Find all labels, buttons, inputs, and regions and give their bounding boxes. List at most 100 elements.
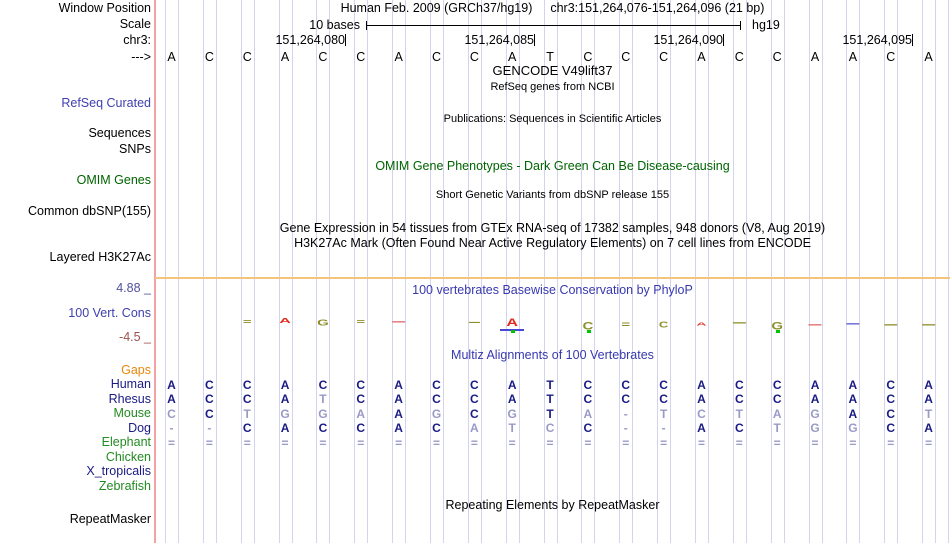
base-letter: A [280,50,290,64]
alignment-base: C [318,421,328,435]
base-letter: A [508,50,517,64]
omim-title[interactable]: OMIM Gene Phenotypes - Dark Green Can Be… [375,159,730,173]
repeatmasker-title[interactable]: Repeating Elements by RepeatMasker [445,498,660,512]
track-label-common-dbsnp[interactable]: Common dbSNP(155) [28,203,151,218]
track-label-cons-min[interactable]: -4.5 _ [119,329,151,344]
track-label-cons-max[interactable]: 4.88 _ [116,280,151,295]
multiz-title[interactable]: Multiz Alignments of 100 Vertebrates [451,348,654,362]
base-guideline [202,0,204,543]
alignment-base: A [394,406,403,421]
alignment-base: A [924,392,933,406]
alignment-base: A [697,392,706,406]
species-label-gaps[interactable]: Gaps [121,362,151,377]
alignment-base: = [281,435,289,450]
scale-ruler-left-tick [366,21,367,30]
base-guideline [556,0,558,543]
alignment-base: A [280,377,290,392]
phylop-glyph: = [621,319,631,331]
gencode-title[interactable]: GENCODE V49lift37 [492,63,613,78]
species-label-elephant[interactable]: Elephant [101,435,151,449]
phylop-glyph: A [506,316,518,329]
alignment-base: C [886,421,896,435]
track-label-omim-genes[interactable]: OMIM Genes [76,172,151,187]
alignment-base: G [318,406,328,421]
species-label-chicken[interactable]: Chicken [105,449,151,464]
alignment-base: C [772,377,782,392]
track-label-window-position[interactable]: Window Position [58,0,151,15]
base-guideline [694,0,696,543]
track-label-strand-arrow[interactable]: ---> [131,49,151,64]
base-letter: C [469,50,479,64]
alignment-base: A [394,377,403,392]
alignment-base: A [469,421,479,435]
phylop-glyph: — [808,316,822,332]
alignment-base: G [810,421,820,435]
alignment-base: T [508,421,516,435]
phylop-glyph: — [922,316,936,332]
gtex-title[interactable]: Gene Expression in 54 tissues from GTEx … [279,221,826,235]
base-guideline [253,0,255,543]
phylop-glyph: A [279,316,291,325]
publications-title[interactable]: Publications: Sequences in Scientific Ar… [443,113,662,125]
alignment-base: A [583,406,593,421]
phylop-title[interactable]: 100 vertebrates Basewise Conservation by… [412,283,693,297]
alignment-base: C [886,392,896,406]
base-guideline [316,0,318,543]
alignment-base: = [395,435,403,450]
alignment-base: G [810,406,820,421]
base-letter: C [886,50,896,64]
base-letter: C [318,50,328,64]
phylop-glyph: A [696,321,707,327]
base-guideline [821,0,823,543]
refseq-subtitle[interactable]: RefSeq genes from NCBI [490,81,615,93]
genome-version-label: hg19 [752,18,780,32]
alignment-base: = [508,435,516,450]
base-guideline [165,0,166,543]
track-label-layered-h3k27ac[interactable]: Layered H3K27Ac [49,249,151,264]
base-letter: A [810,50,820,64]
alignment-base: C [242,421,252,435]
base-guideline [808,0,810,543]
coordinate-label: 151,264,095 [842,33,912,47]
alignment-base: A [280,392,290,406]
species-label-x_tropicalis[interactable]: X_tropicalis [86,464,151,478]
phylop-glyph: = [242,317,252,327]
alignment-base: A [394,392,403,406]
alignment-base: = [773,435,781,450]
species-label-dog[interactable]: Dog [128,420,151,435]
dbsnp-title[interactable]: Short Genetic Variants from dbSNP releas… [435,189,670,201]
base-guideline [518,0,520,543]
track-label-snps[interactable]: SNPs [119,141,151,156]
track-label-chrom[interactable]: chr3: [123,32,151,47]
species-label-human[interactable]: Human [110,377,151,391]
track-label-scale[interactable]: Scale [119,16,151,31]
phylop-glyph: = [356,317,366,327]
alignment-base: = [735,435,743,450]
track-label-refseq-curated[interactable]: RefSeq Curated [61,95,151,110]
track-label-repeatmasker[interactable]: RepeatMasker [69,511,151,526]
base-letter: A [167,50,176,64]
alignment-base: T [773,421,781,435]
alignment-base: = [167,435,176,450]
alignment-base: C [621,377,631,392]
base-guideline [948,0,949,543]
base-guideline [354,0,356,543]
alignment-base: = [243,435,251,450]
alignment-base: C [205,392,214,406]
h3k27ac-title[interactable]: H3K27Ac Mark (Often Found Near Active Re… [294,236,811,250]
base-letter: A [924,50,933,64]
track-label-vert-cons[interactable]: 100 Vert. Cons [68,305,151,320]
track-label-sequences[interactable]: Sequences [88,125,151,140]
alignment-base: C [734,421,744,435]
alignment-base: C [469,392,479,406]
alignment-base: C [432,421,441,435]
species-label-mouse[interactable]: Mouse [113,406,151,420]
alignment-base: C [659,392,668,406]
alignment-base: = [546,435,554,450]
base-guideline [392,0,394,543]
species-label-zebrafish[interactable]: Zebrafish [98,478,151,493]
species-label-rhesus[interactable]: Rhesus [108,391,151,406]
alignment-base: - [207,421,212,435]
alignment-base: A [697,421,706,435]
alignment-base: A [848,406,858,421]
